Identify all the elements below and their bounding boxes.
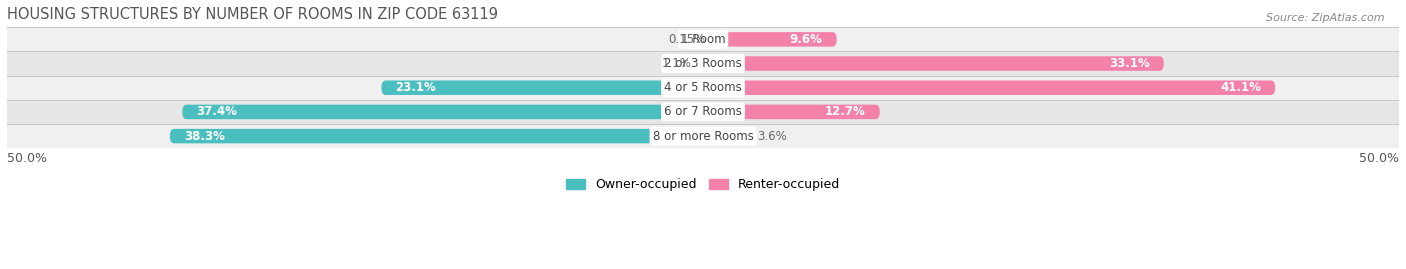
Text: 3.6%: 3.6%: [758, 130, 787, 143]
Text: 6 or 7 Rooms: 6 or 7 Rooms: [664, 105, 742, 118]
Text: 50.0%: 50.0%: [1360, 152, 1399, 165]
FancyBboxPatch shape: [703, 56, 1164, 71]
FancyBboxPatch shape: [381, 80, 703, 95]
FancyBboxPatch shape: [183, 105, 703, 119]
Bar: [7, 27, 1399, 51]
FancyBboxPatch shape: [703, 32, 837, 47]
Text: 8 or more Rooms: 8 or more Rooms: [652, 130, 754, 143]
FancyBboxPatch shape: [703, 129, 754, 143]
Legend: Owner-occupied, Renter-occupied: Owner-occupied, Renter-occupied: [561, 173, 845, 196]
Text: 1 Room: 1 Room: [681, 33, 725, 46]
Text: 38.3%: 38.3%: [184, 130, 225, 143]
Bar: [7, 51, 1399, 76]
Text: 1.1%: 1.1%: [662, 57, 692, 70]
Text: 4 or 5 Rooms: 4 or 5 Rooms: [664, 81, 742, 94]
Text: Source: ZipAtlas.com: Source: ZipAtlas.com: [1267, 13, 1385, 23]
FancyBboxPatch shape: [702, 32, 703, 47]
Bar: [7, 100, 1399, 124]
Text: 33.1%: 33.1%: [1109, 57, 1150, 70]
Bar: [7, 76, 1399, 100]
FancyBboxPatch shape: [688, 56, 703, 71]
Text: 12.7%: 12.7%: [825, 105, 866, 118]
Text: HOUSING STRUCTURES BY NUMBER OF ROOMS IN ZIP CODE 63119: HOUSING STRUCTURES BY NUMBER OF ROOMS IN…: [7, 7, 498, 22]
FancyBboxPatch shape: [170, 129, 703, 143]
FancyBboxPatch shape: [703, 80, 1275, 95]
Text: 50.0%: 50.0%: [7, 152, 46, 165]
Text: 37.4%: 37.4%: [197, 105, 238, 118]
Text: 23.1%: 23.1%: [395, 81, 436, 94]
Text: 2 or 3 Rooms: 2 or 3 Rooms: [664, 57, 742, 70]
Text: 41.1%: 41.1%: [1220, 81, 1261, 94]
Bar: [7, 124, 1399, 148]
Text: 9.6%: 9.6%: [790, 33, 823, 46]
FancyBboxPatch shape: [703, 105, 880, 119]
Text: 0.15%: 0.15%: [668, 33, 704, 46]
